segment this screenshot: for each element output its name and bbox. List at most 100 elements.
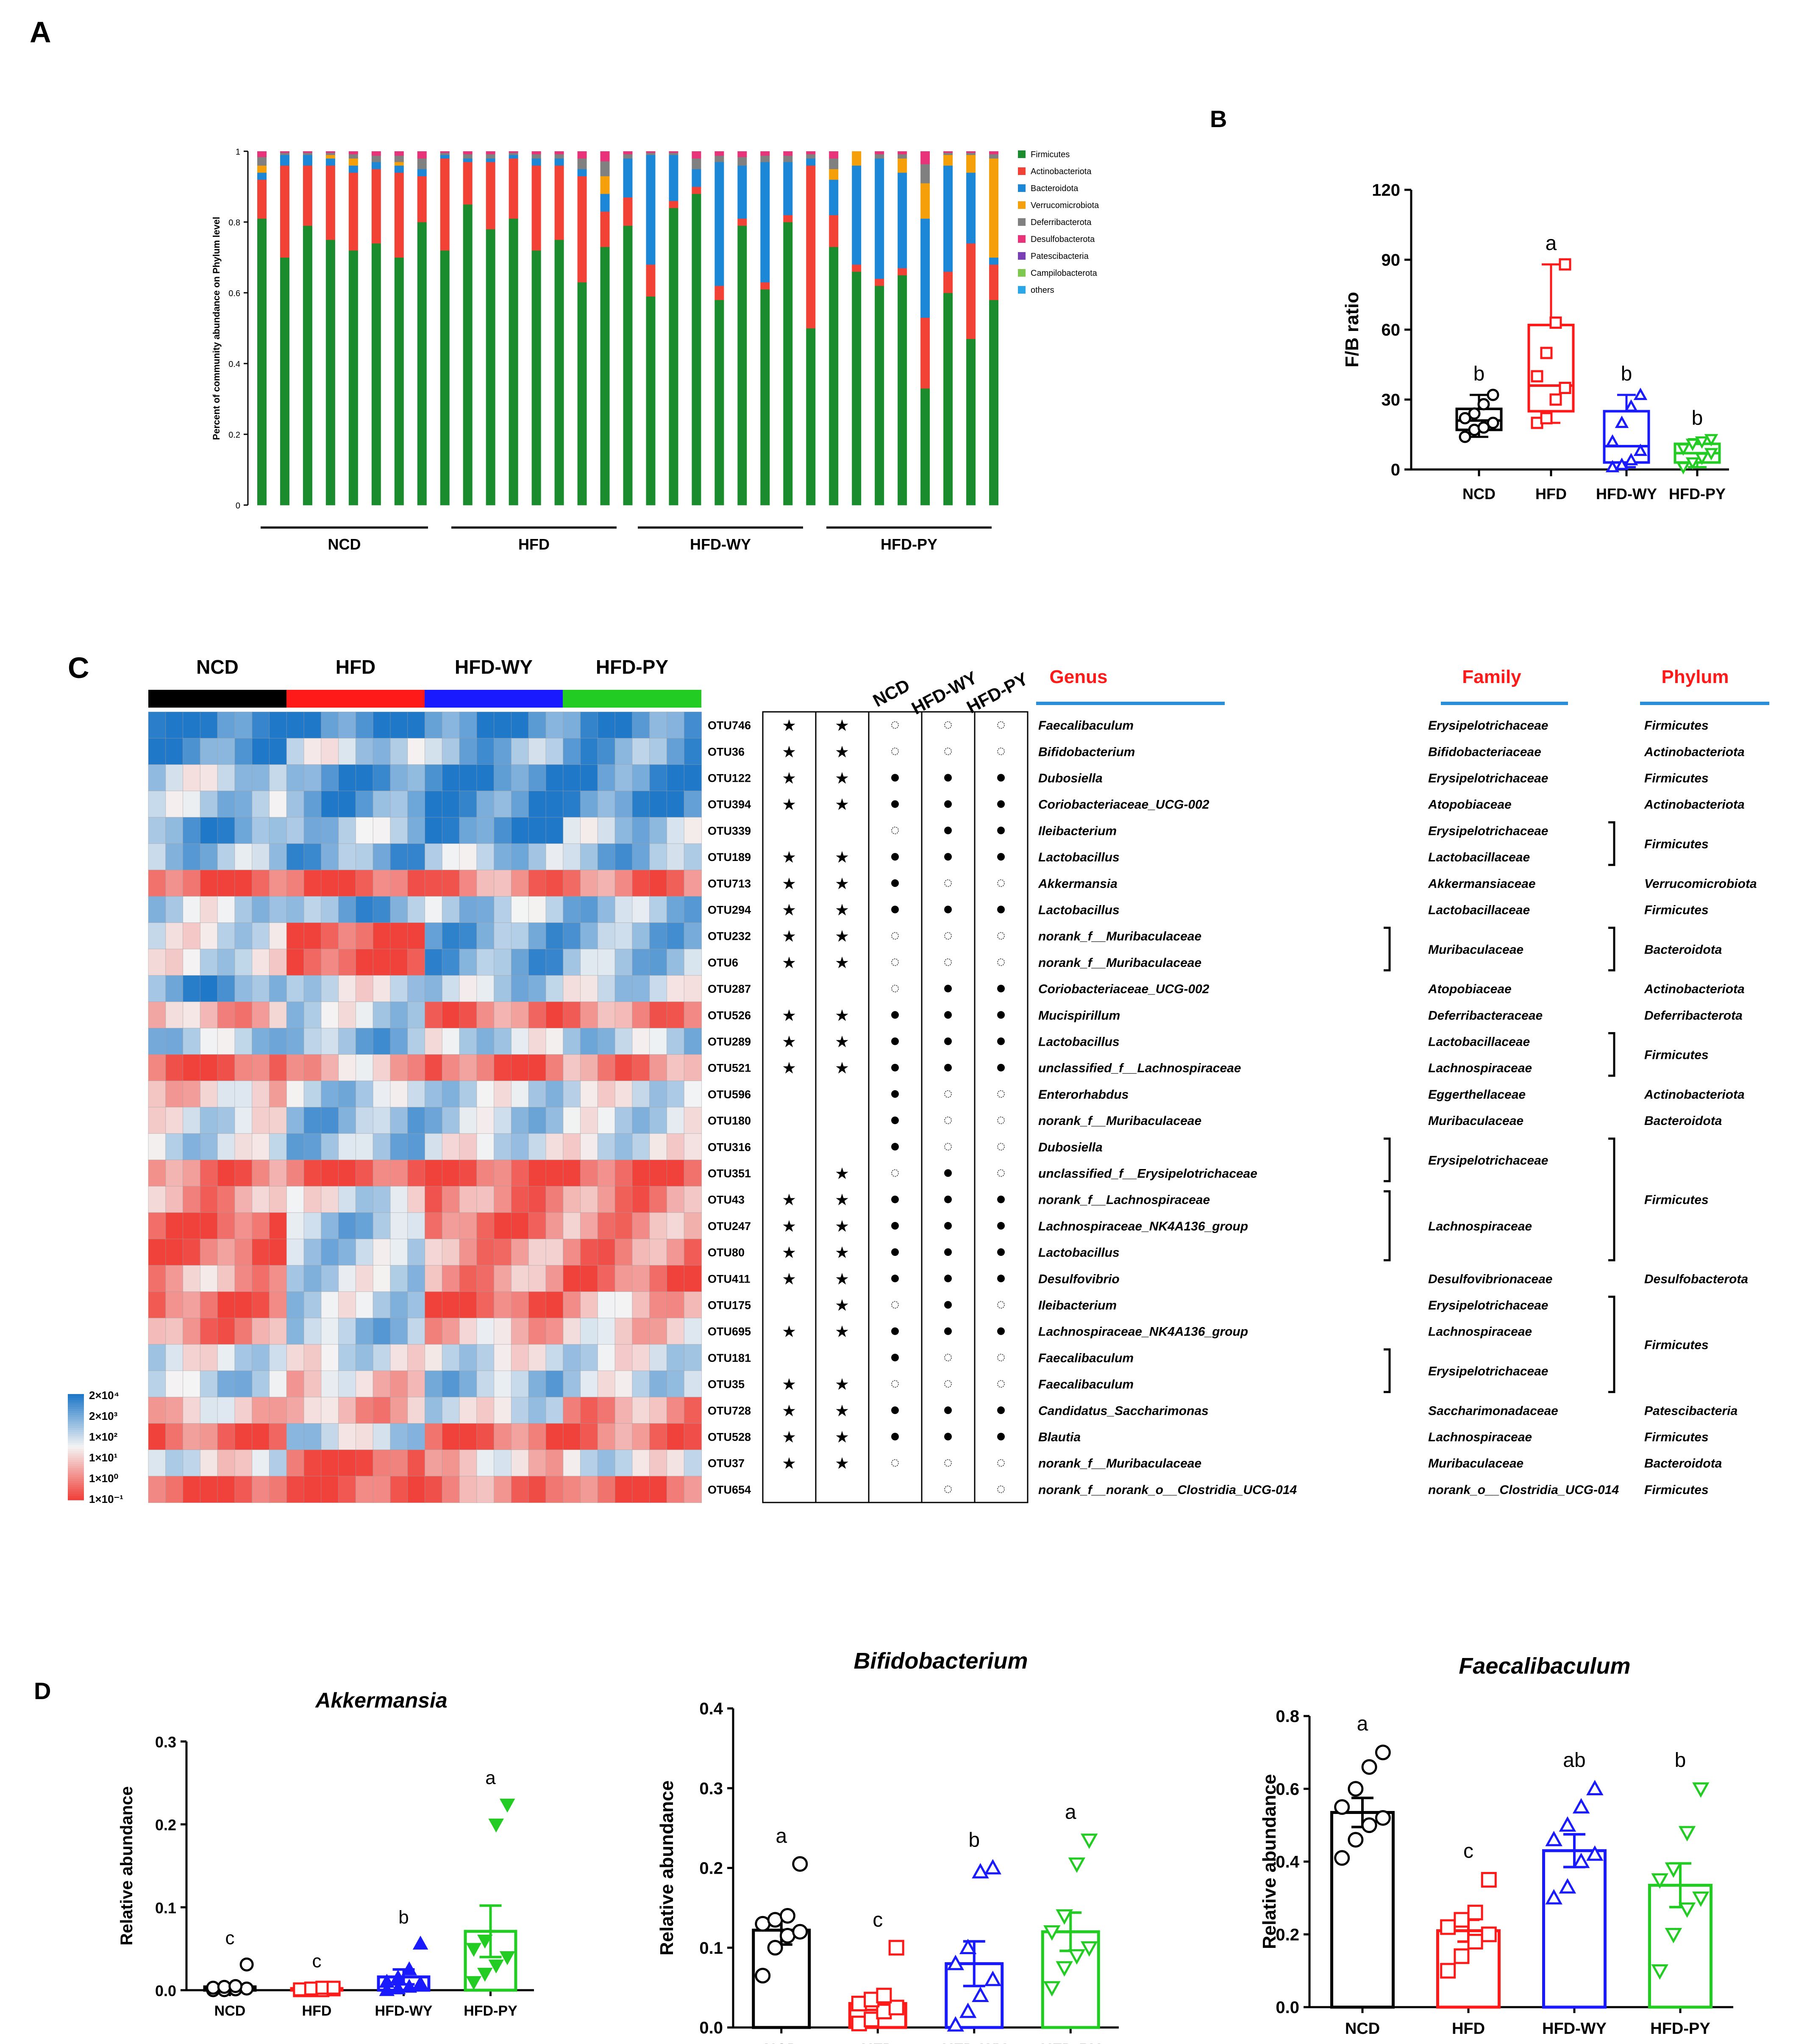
heatmap-cell (666, 1239, 685, 1266)
bar-stack (257, 151, 267, 505)
significance-star: ★ (835, 1218, 849, 1236)
heatmap-group-bar (563, 690, 701, 708)
bar-segment (920, 151, 930, 164)
heatmap-cell (183, 1186, 201, 1213)
heatmap-cell (200, 1318, 218, 1345)
significance-star: ★ (835, 1402, 849, 1420)
data-point (1549, 317, 1562, 329)
heatmap-cell (666, 1186, 685, 1213)
family-label: Deferribacteraceae (1428, 1008, 1543, 1022)
heatmap-cell (494, 711, 512, 739)
heatmap-cell (269, 1133, 287, 1161)
heatmap-cell (269, 869, 287, 897)
bar-segment (325, 155, 335, 159)
heatmap-cell (597, 1107, 616, 1134)
point-circle (755, 1968, 771, 1984)
heatmap-row (148, 1133, 702, 1161)
heatmap-cell (528, 949, 547, 976)
heatmap-cell (217, 1159, 236, 1187)
heatmap-cell (684, 1080, 702, 1108)
point-triangle-down (477, 1968, 493, 1982)
data-point (947, 2016, 965, 2032)
heatmap-cell (494, 791, 512, 818)
heatmap-cell (563, 1028, 581, 1055)
heatmap-cell (373, 922, 391, 950)
heatmap-cell (632, 1054, 650, 1081)
y-tick-label: 0.2 (1276, 1925, 1299, 1944)
heatmap-cell (321, 1397, 339, 1424)
heatmap-cell (476, 1028, 495, 1055)
filled-dot (997, 853, 1005, 861)
heatmap-cell (563, 869, 581, 897)
point-triangle (412, 1975, 428, 1990)
heatmap-cell (269, 896, 287, 923)
bar-segment (509, 153, 518, 155)
significance-letter: c (312, 1951, 322, 1972)
heatmap-cell (269, 1318, 287, 1345)
heatmap-cell (563, 1239, 581, 1266)
genus-label: Lachnospiraceae_NK4A136_group (1038, 1325, 1248, 1339)
point-triangle-down (466, 1943, 482, 1957)
heatmap-cell (338, 1080, 356, 1108)
heatmap-cell (269, 1370, 287, 1398)
bar-stack (394, 151, 404, 505)
heatmap-cell (649, 1423, 667, 1450)
heatmap-cell (390, 975, 408, 1003)
heatmap-cell (614, 738, 633, 765)
heatmap-cell (234, 1212, 253, 1240)
heatmap-cell (545, 1476, 564, 1503)
heatmap-cell (511, 1028, 529, 1055)
filled-dot (891, 1090, 899, 1098)
heatmap-cell (165, 1397, 183, 1424)
data-point (1080, 1833, 1098, 1849)
heatmap-cell (373, 843, 391, 871)
heatmap-cell (355, 843, 374, 871)
heatmap-cell (390, 1423, 408, 1450)
otu-label: OTU181 (708, 1352, 751, 1364)
heatmap-cell (390, 843, 408, 871)
heatmap-cell (666, 791, 685, 818)
heatmap-cell (286, 1080, 305, 1108)
heatmap-cell (148, 896, 166, 923)
x-tick-label: HFD-PY (1041, 2041, 1101, 2044)
heatmap-cell (407, 975, 425, 1003)
phylum-bracket-label: Bacteroidota (1644, 943, 1722, 957)
data-point (767, 1940, 783, 1956)
heatmap-cell (425, 896, 443, 923)
filled-dot (944, 1275, 952, 1283)
x-tick-label: HFD-PY (464, 2003, 517, 2019)
heatmap-cell (425, 1291, 443, 1319)
heatmap-cell (252, 922, 270, 950)
heatmap-cell (459, 949, 477, 976)
heatmap-cell (580, 1080, 598, 1108)
colorbar-step (68, 1464, 84, 1466)
panel-label-d: D (34, 1677, 51, 1704)
heatmap-cell (303, 1476, 322, 1503)
heatmap-cell (545, 1344, 564, 1372)
heatmap-cell (511, 1397, 529, 1424)
x-tick-label: HFD-PY (1650, 2020, 1710, 2038)
heatmap-cell (355, 1028, 374, 1055)
heatmap-cell (528, 1159, 547, 1187)
heatmap-cell (269, 1001, 287, 1029)
colorbar-step (68, 1424, 84, 1426)
bar-segment (348, 250, 358, 505)
heatmap-cell (373, 1397, 391, 1424)
heatmap-cell (684, 949, 702, 976)
heatmap-cell (321, 1239, 339, 1266)
point-triangle-down (1695, 436, 1709, 449)
colorbar-step (68, 1439, 84, 1441)
heatmap-cell (580, 1318, 598, 1345)
heatmap-cell (632, 1476, 650, 1503)
bar-segment (829, 151, 839, 159)
phylum-bracket-label: Firmicutes (1644, 1193, 1709, 1207)
point-circle (1487, 417, 1499, 429)
otu-label: OTU247 (708, 1220, 751, 1233)
heatmap-cell (666, 843, 685, 871)
heatmap-cell (183, 1291, 201, 1319)
bar-segment (737, 165, 747, 219)
data-point (1678, 1902, 1696, 1918)
significance-star: ★ (835, 1007, 849, 1025)
heatmap-cell (200, 764, 218, 791)
heatmap-cell (649, 869, 667, 897)
